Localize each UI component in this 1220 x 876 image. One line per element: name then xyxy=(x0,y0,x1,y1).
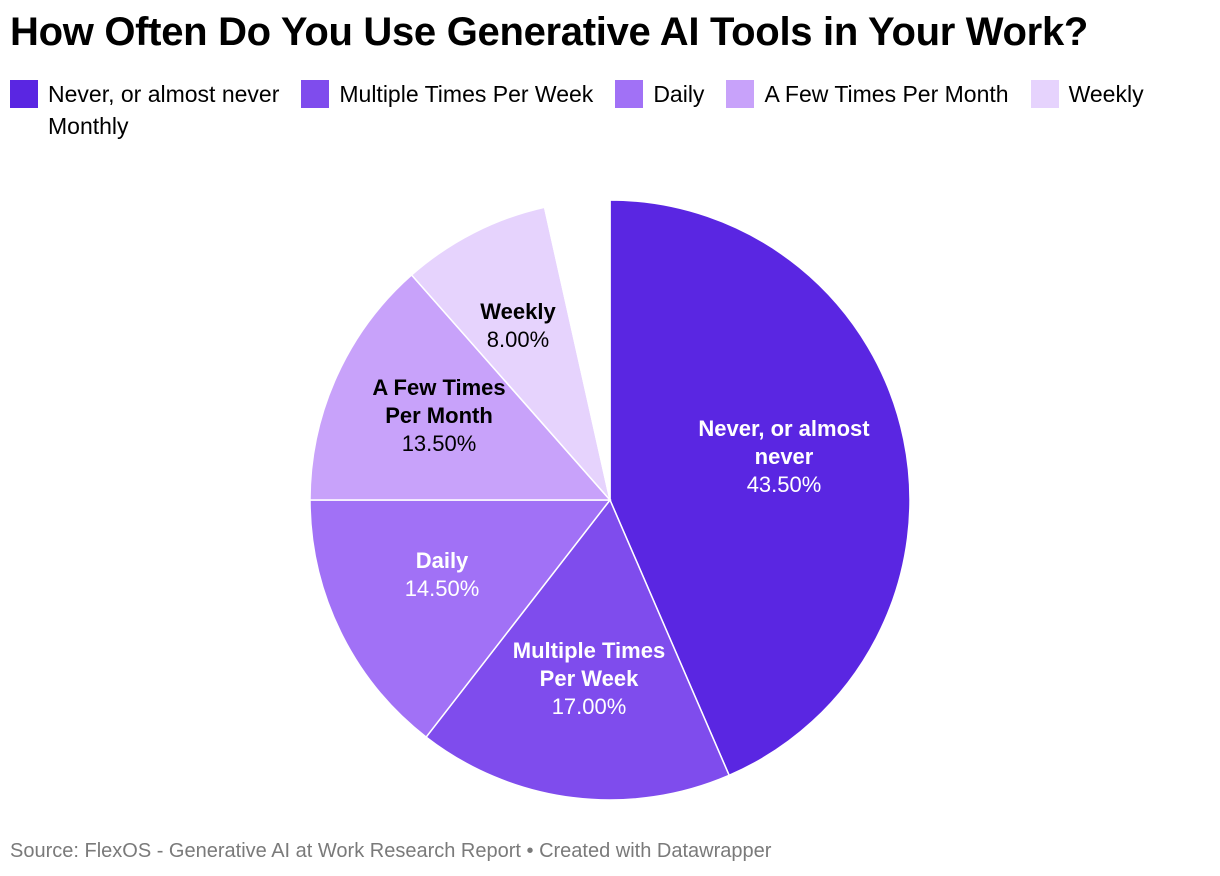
slice-label: Weekly 8.00% xyxy=(480,299,556,352)
slice-label-name: A Few Times xyxy=(372,375,505,400)
legend-item: A Few Times Per Month xyxy=(726,78,1009,110)
legend-swatch xyxy=(301,80,330,108)
slice-label-name: never xyxy=(755,444,814,469)
pie-slice xyxy=(543,199,611,501)
source-note: Source: FlexOS - Generative AI at Work R… xyxy=(10,840,772,862)
slice-label-value: 13.50% xyxy=(402,431,477,456)
slice-label-value: 17.00% xyxy=(552,694,627,719)
slice-label: Multiple Times Per Week 17.00% xyxy=(513,638,665,719)
slice-label-name: Per Week xyxy=(540,666,639,691)
pie-slice xyxy=(425,498,731,801)
legend-label: Never, or almost never xyxy=(48,81,280,107)
slice-label-value: 43.50% xyxy=(747,472,822,497)
slice-label-name: Per Month xyxy=(385,403,493,428)
pie-slice xyxy=(309,499,612,739)
pie-slice xyxy=(609,199,911,777)
slice-label-name: Weekly xyxy=(480,299,556,324)
legend-item: Weekly xyxy=(1030,78,1144,110)
legend-swatch xyxy=(726,80,755,108)
legend-item: Multiple Times Per Week xyxy=(301,78,593,110)
slice-label-name: Never, or almost xyxy=(698,416,870,441)
legend-label: Multiple Times Per Week xyxy=(339,81,594,107)
legend-swatch xyxy=(10,80,38,108)
legend-item: Never, or almost never xyxy=(10,78,279,110)
slice-label: Daily 14.50% xyxy=(405,548,480,601)
legend-swatch xyxy=(1030,80,1059,108)
chart-legend: Never, or almost never Multiple Times Per… xyxy=(10,78,1210,142)
legend-label: A Few Times Per Month xyxy=(764,81,1009,107)
slice-label-value: 8.00% xyxy=(487,327,549,352)
slice-label-value: 14.50% xyxy=(405,576,480,601)
slice-label-name: Multiple Times xyxy=(513,638,665,663)
pie-slice xyxy=(309,273,612,501)
legend-label: Daily xyxy=(653,81,705,107)
legend-label: Weekly xyxy=(1068,81,1144,107)
slice-label: A Few Times Per Month 13.50% xyxy=(372,375,505,456)
slice-label: Never, or almost never 43.50% xyxy=(698,416,870,497)
legend-item: Daily xyxy=(615,78,704,110)
slice-label-name: Daily xyxy=(416,548,469,573)
legend-swatch xyxy=(615,80,644,108)
legend-item: Monthly xyxy=(10,110,129,142)
legend-label: Monthly xyxy=(48,113,129,139)
chart-title: How Often Do You Use Generative AI Tools… xyxy=(10,10,1089,54)
